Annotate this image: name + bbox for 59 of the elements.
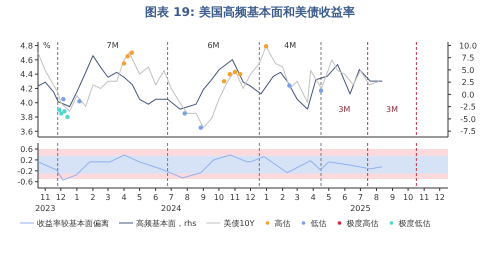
x-tick-label: 12 — [56, 193, 66, 202]
annotation: 7M — [106, 41, 119, 50]
y-axis-title: % — [43, 41, 51, 50]
legend-label: 高估 — [274, 219, 290, 228]
x-tick-label: 6 — [342, 193, 348, 202]
x-tick-label: 7 2025 — [350, 193, 371, 213]
y-tick-label: 4.6 — [20, 56, 33, 65]
x-tick-label: 8 — [374, 193, 380, 202]
x-tick-label: 3 — [294, 193, 300, 202]
y2-tick-label: 0.0 — [462, 90, 474, 100]
x-tick-label: 4 — [310, 193, 316, 202]
x-tick-label: 6 — [153, 193, 158, 202]
x-tick-label: 7 2024 — [161, 193, 182, 213]
annotation: 6M — [207, 41, 220, 50]
y2-tick-label: -5.0 — [460, 114, 476, 124]
y-tick-label: 0.2 — [20, 156, 33, 165]
y2-tick-label: 5.0 — [462, 66, 474, 75]
y-tick-label: 4.4 — [20, 70, 33, 80]
y-tick-label: 4.8 — [20, 42, 33, 51]
y2-tick-label: 7.5 — [462, 54, 474, 63]
legend-label: 美债10Y — [223, 219, 255, 228]
y-tick-label: -0.6 — [17, 178, 33, 187]
annotation: 3M — [338, 105, 350, 114]
x-tick-label: 10 — [214, 193, 224, 202]
x-tick-label: 5 — [137, 193, 142, 202]
x-tick-label: 1 — [264, 193, 270, 202]
y-tick-label: -0.2 — [17, 166, 33, 176]
x-tick-label: 11 2023 — [35, 193, 56, 213]
y-tick-label: 4.2 — [20, 84, 33, 94]
x-tick-label: 2 — [280, 193, 286, 202]
legend-label: 低估 — [310, 219, 326, 228]
x-tick-label: 9 — [390, 193, 396, 202]
y2-tick-label: -7.5 — [460, 127, 476, 136]
x-tick-label: 3 — [105, 193, 111, 202]
y-tick-label: 3.8 — [20, 113, 33, 122]
legend-label: 收益率较基本面偏离 — [37, 219, 109, 228]
x-tick-label: 5 — [326, 193, 332, 202]
y2-tick-label: 2.5 — [462, 78, 474, 88]
chart-title: 图表 19: 美国高频基本面和美债收益率 — [145, 5, 355, 19]
legend-label: 高频基本面，rhs — [136, 219, 196, 228]
x-tick-label: 11 — [419, 193, 430, 202]
x-tick-label: 8 — [184, 193, 190, 202]
y-tick-label: 3.6 — [20, 127, 33, 136]
y2-tick-label: -2.5 — [460, 102, 476, 112]
x-tick-label: 11 — [230, 193, 240, 202]
y-tick-label: 0.6 — [20, 145, 33, 154]
x-tick-label: 4 — [121, 193, 127, 202]
x-tick-label: 12 — [434, 193, 445, 202]
annotation: 3M — [386, 105, 398, 114]
legend-label: 极度高估 — [345, 219, 378, 228]
x-tick-label: 2 — [90, 193, 96, 202]
legend-label: 极度低估 — [397, 219, 430, 228]
y2-tick-label: 10.0 — [459, 41, 477, 50]
x-tick-label: 9 — [200, 193, 206, 202]
x-tick-label: 10 — [402, 193, 414, 202]
x-tick-label: 1 — [74, 193, 80, 202]
annotation: 4M — [284, 41, 296, 50]
y-tick-label: 4.0 — [20, 98, 33, 108]
x-tick-label: 12 — [245, 193, 256, 202]
